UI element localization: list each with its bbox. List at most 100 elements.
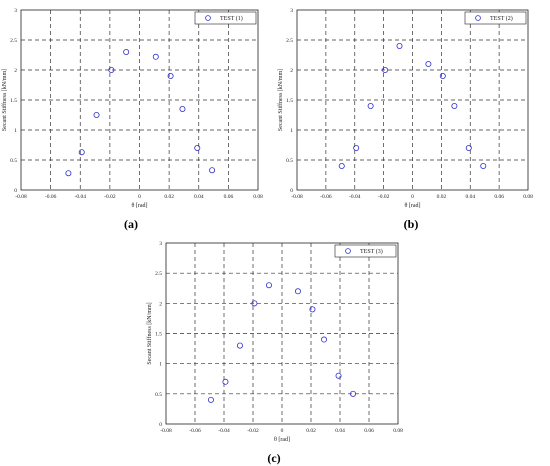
- data-point: [78, 149, 85, 156]
- chart-panel-1: -0.08 -0.06 -0.04 -0.02 0 0.02 0.04 0.06 0.08 0 0.…: [1, 8, 263, 231]
- x-tick-label: -0.04: [349, 194, 361, 200]
- x-tick-label: -0.06: [320, 194, 332, 200]
- x-tick-label: -0.02: [104, 194, 116, 200]
- data-point: [65, 170, 72, 177]
- y-tick-label: 1: [290, 128, 293, 134]
- data-point: [207, 396, 214, 403]
- x-tick-label: 0.04: [465, 194, 475, 200]
- x-tick-label: 0.06: [364, 428, 374, 434]
- y-tick-label: 3: [290, 8, 293, 14]
- x-tick-label: -0.04: [75, 194, 87, 200]
- y-tick-label: 0: [14, 188, 17, 194]
- legend-marker: [205, 15, 211, 21]
- y-tick-label: 0.5: [286, 158, 293, 164]
- data-point: [321, 336, 328, 343]
- legend-label: TEST (1): [220, 15, 243, 22]
- data-point: [350, 390, 357, 397]
- y-tick-label: 1.5: [10, 98, 17, 104]
- y-tick-label: 0.5: [155, 392, 162, 398]
- x-tick-label: 0.06: [494, 194, 504, 200]
- x-tick-label: 0.06: [224, 194, 234, 200]
- data-point: [439, 73, 446, 80]
- y-tick-label: 2: [290, 68, 293, 74]
- x-tick-label: 0.08: [523, 194, 533, 200]
- data-point: [251, 300, 258, 307]
- data-point: [367, 103, 374, 110]
- x-tick-label: -0.02: [247, 428, 259, 434]
- data-point: [123, 49, 130, 56]
- x-tick-label: 0: [281, 428, 284, 434]
- y-tick-label: 3: [14, 8, 17, 14]
- legend-marker: [345, 248, 351, 254]
- legend-label: TEST (2): [490, 15, 513, 22]
- data-point: [425, 61, 432, 68]
- y-axis-label: Secant Stiffness [kN/mm]: [146, 302, 153, 364]
- data-point: [108, 67, 115, 74]
- legend-box: [334, 244, 397, 258]
- x-tick-label: 0.08: [253, 194, 263, 200]
- data-point: [265, 282, 272, 289]
- y-tick-label: 1.5: [155, 332, 162, 338]
- data-point: [93, 112, 100, 119]
- panel-caption: (a): [124, 217, 138, 231]
- x-tick-label: 0: [411, 194, 414, 200]
- y-tick-label: 2.5: [286, 38, 293, 44]
- y-tick-label: 2.5: [155, 271, 162, 277]
- y-tick-label: 0: [290, 188, 293, 194]
- data-point: [451, 103, 458, 110]
- y-tick-label: 1: [14, 128, 17, 134]
- data-point: [382, 67, 389, 74]
- x-tick-label: 0: [138, 194, 141, 200]
- x-tick-label: -0.06: [45, 194, 57, 200]
- x-tick-label: -0.08: [291, 194, 303, 200]
- y-tick-label: 2: [159, 301, 162, 307]
- data-point: [335, 372, 342, 379]
- x-tick-label: 0.02: [164, 194, 174, 200]
- data-point: [338, 162, 345, 169]
- y-tick-label: 1: [159, 362, 162, 368]
- y-tick-label: 1.5: [286, 98, 293, 104]
- y-axis-label: Secant Stiffness [kN/mm]: [277, 69, 284, 131]
- x-tick-label: 0.02: [306, 428, 316, 434]
- chart-panel-3: -0.08 -0.06 -0.04 -0.02 0 0.02 0.04 0.06 0.08 0 0.…: [146, 241, 403, 465]
- data-point: [167, 73, 174, 80]
- y-tick-label: 0: [159, 422, 162, 428]
- x-tick-label: 0.08: [393, 428, 403, 434]
- y-axis-label: Secant Stiffness [kN/mm]: [1, 69, 8, 131]
- data-point: [480, 162, 487, 169]
- legend-box: [194, 11, 257, 25]
- x-tick-label: -0.02: [378, 194, 390, 200]
- panel-caption: (c): [267, 451, 280, 465]
- y-tick-label: 2: [14, 68, 17, 74]
- data-point: [465, 144, 472, 151]
- x-tick-label: -0.06: [189, 428, 201, 434]
- legend-marker: [475, 15, 481, 21]
- x-tick-label: -0.04: [218, 428, 230, 434]
- x-axis-label: θ [rad]: [131, 203, 147, 209]
- x-tick-label: 0.04: [194, 194, 204, 200]
- x-axis-label: θ [rad]: [404, 203, 420, 209]
- data-point: [236, 342, 243, 349]
- data-point: [396, 43, 403, 50]
- x-tick-label: -0.08: [15, 194, 27, 200]
- data-point: [152, 53, 159, 60]
- data-point: [294, 288, 301, 295]
- data-point: [179, 106, 186, 113]
- legend-label: TEST (3): [360, 248, 383, 255]
- chart-panel-2: -0.08 -0.06 -0.04 -0.02 0 0.02 0.04 0.06 0.08 0 0.…: [277, 8, 533, 231]
- y-tick-label: 2.5: [10, 38, 17, 44]
- x-tick-label: 0.04: [335, 428, 345, 434]
- data-point: [209, 167, 216, 174]
- y-tick-label: 0.5: [10, 158, 17, 164]
- data-point: [222, 378, 229, 385]
- x-tick-label: -0.08: [160, 428, 172, 434]
- y-tick-label: 3: [159, 241, 162, 247]
- data-point: [353, 144, 360, 151]
- x-axis-label: θ [rad]: [274, 437, 290, 443]
- data-point: [309, 306, 316, 313]
- legend-box: [464, 11, 527, 25]
- data-point: [194, 144, 201, 151]
- x-tick-label: 0.02: [437, 194, 447, 200]
- panel-caption: (b): [404, 217, 419, 231]
